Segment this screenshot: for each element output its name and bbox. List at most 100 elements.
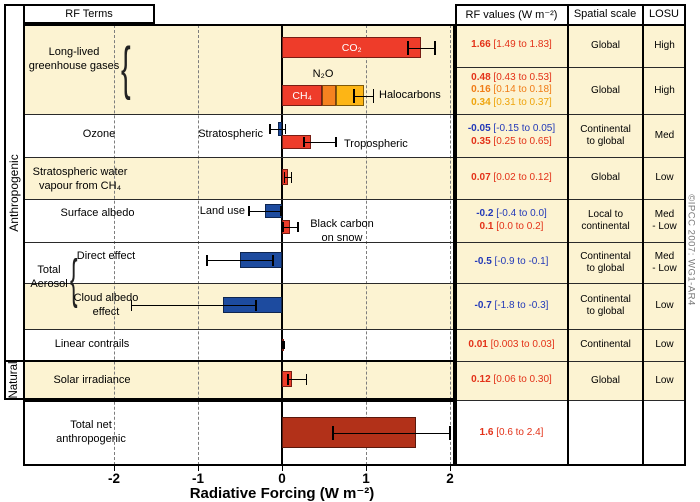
axis-tick [365, 466, 367, 471]
anthro-natural-divider [5, 360, 453, 362]
table-row-h2o: 0.07 [0.02 to 0.12] Global Low [455, 157, 686, 199]
row-label-llghg: Long-lived greenhouse gases [28, 46, 120, 72]
n2o-label: N₂O [312, 68, 334, 80]
error-bar-land-use [248, 206, 282, 217]
row-band-strat-h2o [25, 157, 454, 199]
rf-value-line: 0.01 [0.003 to 0.03] [468, 338, 555, 350]
row-line [25, 283, 453, 284]
table-line [456, 199, 684, 200]
zero-line [281, 25, 283, 465]
error-bar-cloud-albedo [130, 299, 257, 311]
spatial-cell-h2o: Global [591, 172, 620, 183]
row-label-surface-albedo: Surface albedo [60, 207, 135, 219]
losu-cell-contrails: Low [655, 339, 674, 350]
table-row-solar: 0.12 [0.06 to 0.30] Global Low [455, 361, 686, 400]
rf-cell-contrails: 0.01 [0.003 to 0.03] [455, 329, 568, 361]
rf-value-line: 0.16 [0.14 to 0.18] [471, 84, 552, 96]
losu-cell-albedo: Med - Low [652, 208, 677, 232]
row-line [25, 329, 453, 330]
axis-tick-label: 2 [446, 471, 454, 486]
row-label-direct-effect: Direct effect [76, 250, 136, 262]
rf-values-header: RF values (W m⁻²) [456, 5, 567, 23]
table-row-ghg: 0.48 [0.43 to 0.53] 0.16 [0.14 to 0.18] 0.… [455, 67, 686, 114]
table-line [456, 67, 684, 68]
error-bar-ozone-tropospheric [303, 137, 337, 148]
table-row-contrails: 0.01 [0.003 to 0.03] Continental Low [455, 329, 686, 361]
table-row-ozone: -0.05 [-0.15 to 0.05] 0.35 [0.25 to 0.65]… [455, 114, 686, 157]
losu-cell-total [643, 400, 686, 466]
error-bar-halocarbons [353, 88, 375, 103]
bar-label-co2: CO₂ [341, 41, 362, 54]
rf-value-line: 0.34 [0.31 to 0.37] [471, 96, 552, 108]
losu-cell-h2o: Low [655, 172, 674, 183]
bar-co2: CO₂ [282, 37, 422, 58]
black-carbon-label: Black carbon on snow [310, 218, 374, 244]
aerosol-brace: { [70, 249, 78, 309]
spatial-cell-total [568, 400, 643, 466]
error-bar-linear-contrails [282, 341, 285, 350]
rf-value-line: 1.6 [0.6 to 2.4] [479, 426, 544, 438]
spatial-cell-cloud: Continental to global [580, 294, 631, 317]
losu-cell-cloud: Low [655, 300, 674, 311]
halocarbons-label: Halocarbons [379, 89, 441, 101]
rf-value-line: -0.2 [-0.4 to 0.0] [476, 208, 547, 219]
axis-title: Radiative Forcing (W m⁻²) [189, 485, 375, 502]
table-row-co2: 1.66 [1.49 to 1.83] Global High [455, 24, 686, 67]
table-line [456, 157, 684, 158]
rf-value-line: 1.66 [1.49 to 1.83] [471, 39, 552, 51]
rf-value-line: 0.35 [0.25 to 0.65] [471, 135, 552, 147]
axis-tick [197, 466, 199, 471]
natural-label: Natural [8, 361, 20, 399]
error-bar-co2 [407, 40, 436, 55]
error-bar-ozone-stratospheric [269, 124, 287, 135]
losu-cell-co2: High [654, 39, 675, 51]
spatial-cell-direct: Continental to global [580, 250, 631, 274]
rf-value-line: -0.05 [-0.15 to 0.05] [467, 123, 556, 134]
rf-cell-h2o: 0.07 [0.02 to 0.12] [455, 157, 568, 199]
error-bar-black-carbon-on-snow [282, 222, 299, 233]
row-line [25, 157, 453, 158]
table-line [456, 114, 684, 115]
gridline-minus1 [197, 25, 199, 465]
row-label-total-aerosol: Total Aerosol [30, 264, 68, 290]
losu-cell-solar: Low [655, 374, 674, 386]
total-net-box [23, 400, 455, 466]
rf-value-line: -0.7 [-1.8 to -0.3] [474, 299, 549, 311]
axis-tick [113, 466, 115, 471]
axis-tick-label: 0 [278, 471, 286, 486]
spatial-cell-albedo: Local to continental [581, 208, 630, 232]
gridline-minus2 [113, 25, 115, 465]
table-line [456, 329, 684, 330]
axis-tick-label: 1 [362, 471, 370, 486]
rf-terms-header: RF Terms [23, 4, 155, 24]
table-header-line [456, 24, 685, 26]
main-chart-box [23, 24, 455, 400]
gridline-plus1 [365, 25, 367, 465]
row-label-ozone: Ozone [82, 128, 116, 140]
spatial-cell-contrails: Continental [580, 339, 631, 350]
table-band [457, 25, 684, 400]
gridline-plus2 [449, 25, 451, 465]
rf-cell-direct: -0.5 [-0.9 to -0.1] [455, 242, 568, 283]
table-column-divider-1 [567, 5, 569, 465]
losu-header-label: LOSU [649, 8, 679, 20]
row-label-cloud-albedo: Cloud albedo effect [73, 292, 139, 318]
table-column-divider-2 [642, 5, 644, 465]
rf-cell-total: 1.6 [0.6 to 2.4] [455, 400, 568, 466]
rf-cell-solar: 0.12 [0.06 to 0.30] [455, 361, 568, 400]
error-bar-solar-irradiance [287, 373, 308, 385]
axis-tick [449, 466, 451, 471]
spatial-cell-solar: Global [591, 374, 620, 386]
losu-header: LOSU [643, 5, 685, 23]
bar-n2o [322, 85, 336, 106]
row-label-strat-h2o: Stratospheric water vapour from CH₄ [32, 166, 128, 192]
row-label-contrails: Linear contrails [54, 338, 130, 350]
rf-terms-label: RF Terms [65, 8, 113, 20]
losu-cell-ghg: High [654, 84, 675, 96]
tropospheric-label: Tropospheric [344, 138, 408, 150]
right-table-box [455, 4, 686, 466]
losu-cell-direct: Med - Low [652, 250, 677, 274]
table-line [456, 400, 684, 401]
row-line [25, 114, 453, 115]
